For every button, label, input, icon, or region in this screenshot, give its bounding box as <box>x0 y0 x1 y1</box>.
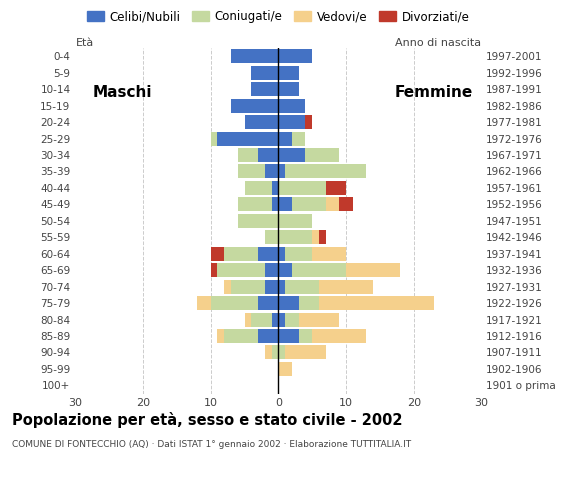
Bar <box>224 247 258 261</box>
Bar <box>319 230 326 244</box>
Bar <box>278 296 299 310</box>
Bar <box>278 280 285 294</box>
Bar <box>285 165 367 179</box>
Bar <box>278 329 299 343</box>
Bar <box>211 263 218 277</box>
Bar <box>278 98 306 113</box>
Bar <box>224 329 258 343</box>
Text: Femmine: Femmine <box>395 85 473 100</box>
Bar <box>258 148 278 162</box>
Bar <box>271 312 278 326</box>
Bar <box>265 346 271 360</box>
Bar <box>278 230 312 244</box>
Bar <box>292 132 306 145</box>
Bar <box>271 197 278 211</box>
Bar <box>218 263 265 277</box>
Bar <box>271 181 278 195</box>
Bar <box>292 197 326 211</box>
Bar <box>299 329 312 343</box>
Bar <box>245 312 251 326</box>
Bar <box>265 165 278 179</box>
Bar <box>258 329 278 343</box>
Bar <box>285 346 326 360</box>
Bar <box>245 115 278 129</box>
Bar <box>211 247 224 261</box>
Text: Popolazione per età, sesso e stato civile - 2002: Popolazione per età, sesso e stato civil… <box>12 412 402 428</box>
Bar <box>278 66 299 80</box>
Bar <box>218 132 278 145</box>
Bar <box>312 329 367 343</box>
Text: Età: Età <box>75 38 93 48</box>
Bar <box>278 82 299 96</box>
Text: COMUNE DI FONTECCHIO (AQ) · Dati ISTAT 1° gennaio 2002 · Elaborazione TUTTITALIA: COMUNE DI FONTECCHIO (AQ) · Dati ISTAT 1… <box>12 440 411 449</box>
Bar <box>271 346 278 360</box>
Bar <box>238 197 271 211</box>
Bar <box>278 197 292 211</box>
Bar <box>265 263 278 277</box>
Bar <box>299 296 319 310</box>
Bar <box>265 230 278 244</box>
Bar <box>278 148 306 162</box>
Bar <box>278 165 285 179</box>
Bar <box>238 165 265 179</box>
Bar <box>292 263 346 277</box>
Bar <box>319 280 373 294</box>
Bar <box>299 312 339 326</box>
Bar <box>245 181 271 195</box>
Bar <box>258 247 278 261</box>
Bar <box>306 115 312 129</box>
Bar <box>231 49 278 63</box>
Bar <box>278 312 285 326</box>
Bar <box>278 214 312 228</box>
Bar <box>278 263 292 277</box>
Bar <box>278 362 292 376</box>
Bar <box>211 296 258 310</box>
Bar <box>312 247 346 261</box>
Bar <box>285 280 319 294</box>
Bar <box>238 148 258 162</box>
Bar <box>278 49 312 63</box>
Bar <box>278 346 285 360</box>
Bar <box>278 115 306 129</box>
Bar <box>265 280 278 294</box>
Bar <box>306 148 339 162</box>
Bar <box>319 296 434 310</box>
Bar <box>278 132 292 145</box>
Bar <box>326 197 339 211</box>
Bar <box>251 66 278 80</box>
Bar <box>211 132 218 145</box>
Bar <box>231 280 265 294</box>
Bar <box>251 82 278 96</box>
Bar <box>251 312 271 326</box>
Text: Anno di nascita: Anno di nascita <box>396 38 481 48</box>
Text: Maschi: Maschi <box>93 85 153 100</box>
Bar <box>258 296 278 310</box>
Bar <box>218 329 224 343</box>
Legend: Celibi/Nubili, Coniugati/e, Vedovi/e, Divorziati/e: Celibi/Nubili, Coniugati/e, Vedovi/e, Di… <box>82 5 474 28</box>
Bar <box>326 181 346 195</box>
Bar <box>312 230 319 244</box>
Bar <box>339 197 353 211</box>
Bar <box>278 181 326 195</box>
Bar <box>231 98 278 113</box>
Bar <box>197 296 211 310</box>
Bar <box>238 214 278 228</box>
Bar <box>346 263 400 277</box>
Bar <box>285 312 299 326</box>
Bar <box>285 247 312 261</box>
Bar <box>224 280 231 294</box>
Bar <box>278 247 285 261</box>
